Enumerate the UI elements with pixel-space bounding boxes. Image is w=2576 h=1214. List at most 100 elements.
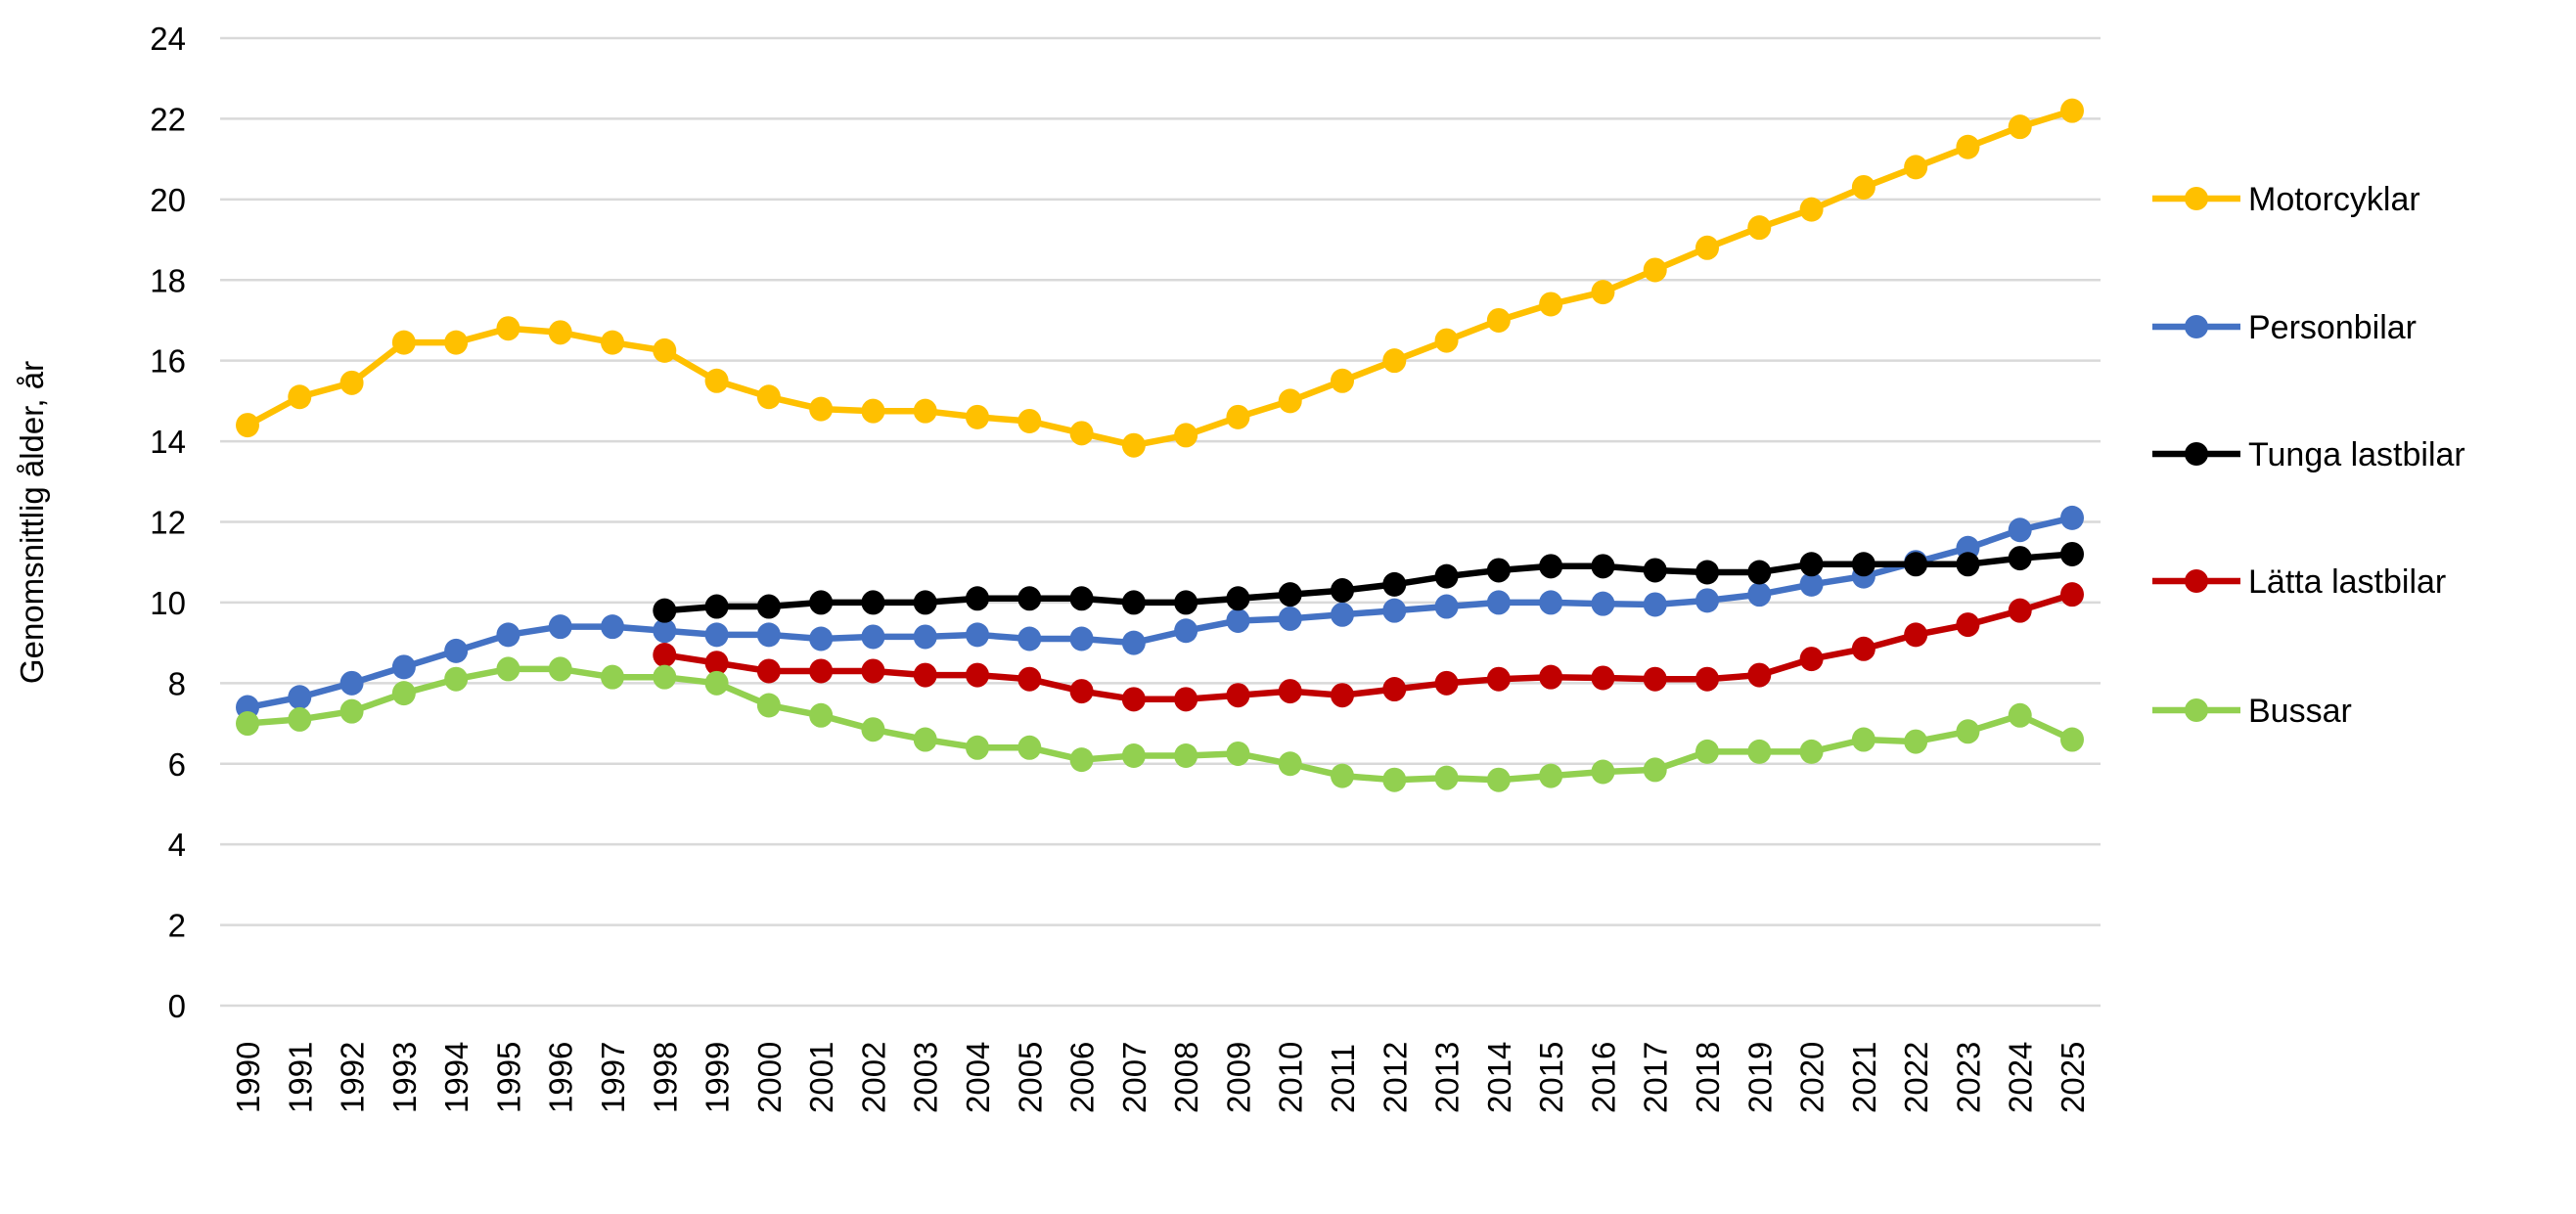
data-point bbox=[966, 404, 989, 429]
data-point bbox=[756, 594, 781, 619]
data-point bbox=[1643, 666, 1667, 692]
data-point bbox=[391, 330, 416, 355]
data-point bbox=[496, 316, 520, 341]
data-point bbox=[1747, 739, 1772, 764]
data-point bbox=[756, 693, 781, 718]
data-point bbox=[339, 370, 364, 395]
data-point bbox=[653, 642, 677, 667]
data-point bbox=[1226, 683, 1250, 708]
data-point bbox=[1643, 257, 1667, 283]
y-tick-label: 10 bbox=[150, 585, 186, 621]
data-point bbox=[1278, 679, 1302, 704]
data-point bbox=[1017, 586, 1042, 611]
data-point bbox=[1382, 598, 1407, 623]
data-point bbox=[1382, 348, 1407, 374]
y-tick-label: 14 bbox=[150, 424, 186, 460]
data-point bbox=[548, 656, 572, 682]
data-point bbox=[1643, 558, 1667, 583]
data-point bbox=[2008, 598, 2032, 623]
x-tick-label: 1993 bbox=[386, 1042, 423, 1113]
data-point bbox=[2008, 546, 2032, 571]
y-axis-label: Genomsnittlig ålder, år bbox=[14, 361, 50, 684]
data-point bbox=[2060, 505, 2084, 530]
data-point bbox=[1278, 582, 1302, 607]
data-point bbox=[288, 685, 312, 710]
data-point bbox=[1799, 552, 1824, 577]
data-point bbox=[809, 658, 834, 684]
data-point bbox=[1747, 560, 1772, 585]
data-point bbox=[1017, 735, 1042, 760]
series-line bbox=[246, 108, 2073, 449]
legend-marker bbox=[2185, 442, 2208, 466]
x-axis-ticks: 1990 1991 1992 1993 1994 1995 1996 1997 1998 1999… bbox=[230, 1042, 2091, 1113]
data-point bbox=[1904, 729, 1928, 754]
y-tick-label: 24 bbox=[150, 21, 186, 57]
x-tick-label: 1992 bbox=[335, 1042, 371, 1113]
data-point bbox=[1539, 763, 1563, 788]
data-point bbox=[913, 398, 937, 424]
legend-label: Personbilar bbox=[2248, 309, 2417, 346]
legend-label: Tunga lastbilar bbox=[2248, 436, 2465, 473]
legend-marker bbox=[2185, 698, 2208, 722]
data-point bbox=[913, 662, 937, 688]
data-point bbox=[339, 698, 364, 724]
x-tick-label: 2019 bbox=[1741, 1042, 1778, 1113]
series-bussar bbox=[236, 656, 2084, 792]
data-point bbox=[1434, 765, 1459, 790]
data-point bbox=[1904, 155, 1928, 180]
x-tick-label: 2015 bbox=[1533, 1042, 1569, 1113]
data-point bbox=[236, 413, 259, 438]
data-point bbox=[1799, 197, 1824, 222]
data-point bbox=[704, 651, 729, 676]
data-point bbox=[1695, 739, 1719, 764]
data-point bbox=[1121, 743, 1146, 769]
legend-label: Motorcyklar bbox=[2248, 181, 2420, 218]
legend-item: Motorcyklar bbox=[2152, 181, 2420, 218]
x-tick-label: 1994 bbox=[438, 1042, 475, 1113]
data-point bbox=[809, 702, 834, 728]
data-point bbox=[704, 670, 729, 696]
x-tick-label: 2009 bbox=[1220, 1042, 1256, 1113]
data-point bbox=[1174, 423, 1198, 448]
data-point bbox=[1331, 763, 1354, 788]
data-point bbox=[1695, 588, 1719, 613]
x-tick-label: 2006 bbox=[1064, 1042, 1101, 1113]
data-point bbox=[1486, 590, 1511, 615]
x-tick-label: 2017 bbox=[1638, 1042, 1674, 1113]
legend: Motorcyklar Personbilar Tunga lastbilar Lät… bbox=[2152, 181, 2465, 730]
x-tick-label: 1999 bbox=[700, 1042, 736, 1113]
x-tick-label: 2010 bbox=[1273, 1042, 1309, 1113]
data-point bbox=[1486, 558, 1511, 583]
data-point bbox=[809, 396, 834, 422]
data-point bbox=[861, 590, 885, 615]
data-point bbox=[288, 706, 312, 732]
x-tick-label: 1997 bbox=[595, 1042, 631, 1113]
data-point bbox=[288, 384, 312, 410]
legend-marker bbox=[2185, 187, 2208, 210]
data-point bbox=[1121, 590, 1146, 615]
data-point bbox=[1174, 618, 1198, 644]
y-tick-label: 6 bbox=[168, 746, 186, 783]
data-point bbox=[601, 664, 624, 690]
data-point bbox=[1331, 602, 1354, 627]
data-point bbox=[1486, 307, 1511, 333]
data-point bbox=[2008, 517, 2032, 543]
data-point bbox=[1904, 622, 1928, 648]
y-tick-label: 8 bbox=[168, 665, 186, 701]
x-tick-label: 2014 bbox=[1481, 1042, 1517, 1113]
data-point bbox=[1956, 612, 1980, 638]
data-point bbox=[1121, 687, 1146, 712]
x-tick-label: 2000 bbox=[751, 1042, 788, 1113]
data-point bbox=[391, 654, 416, 680]
x-tick-label: 1991 bbox=[282, 1042, 318, 1113]
data-point bbox=[1434, 594, 1459, 619]
data-point bbox=[756, 384, 781, 410]
data-point bbox=[1069, 626, 1094, 652]
data-point bbox=[704, 368, 729, 393]
data-point bbox=[1331, 578, 1354, 604]
data-point bbox=[1539, 590, 1563, 615]
data-point bbox=[1851, 174, 1876, 200]
data-point bbox=[1747, 215, 1772, 241]
legend-item: Tunga lastbilar bbox=[2152, 436, 2465, 473]
data-point bbox=[1226, 741, 1250, 766]
